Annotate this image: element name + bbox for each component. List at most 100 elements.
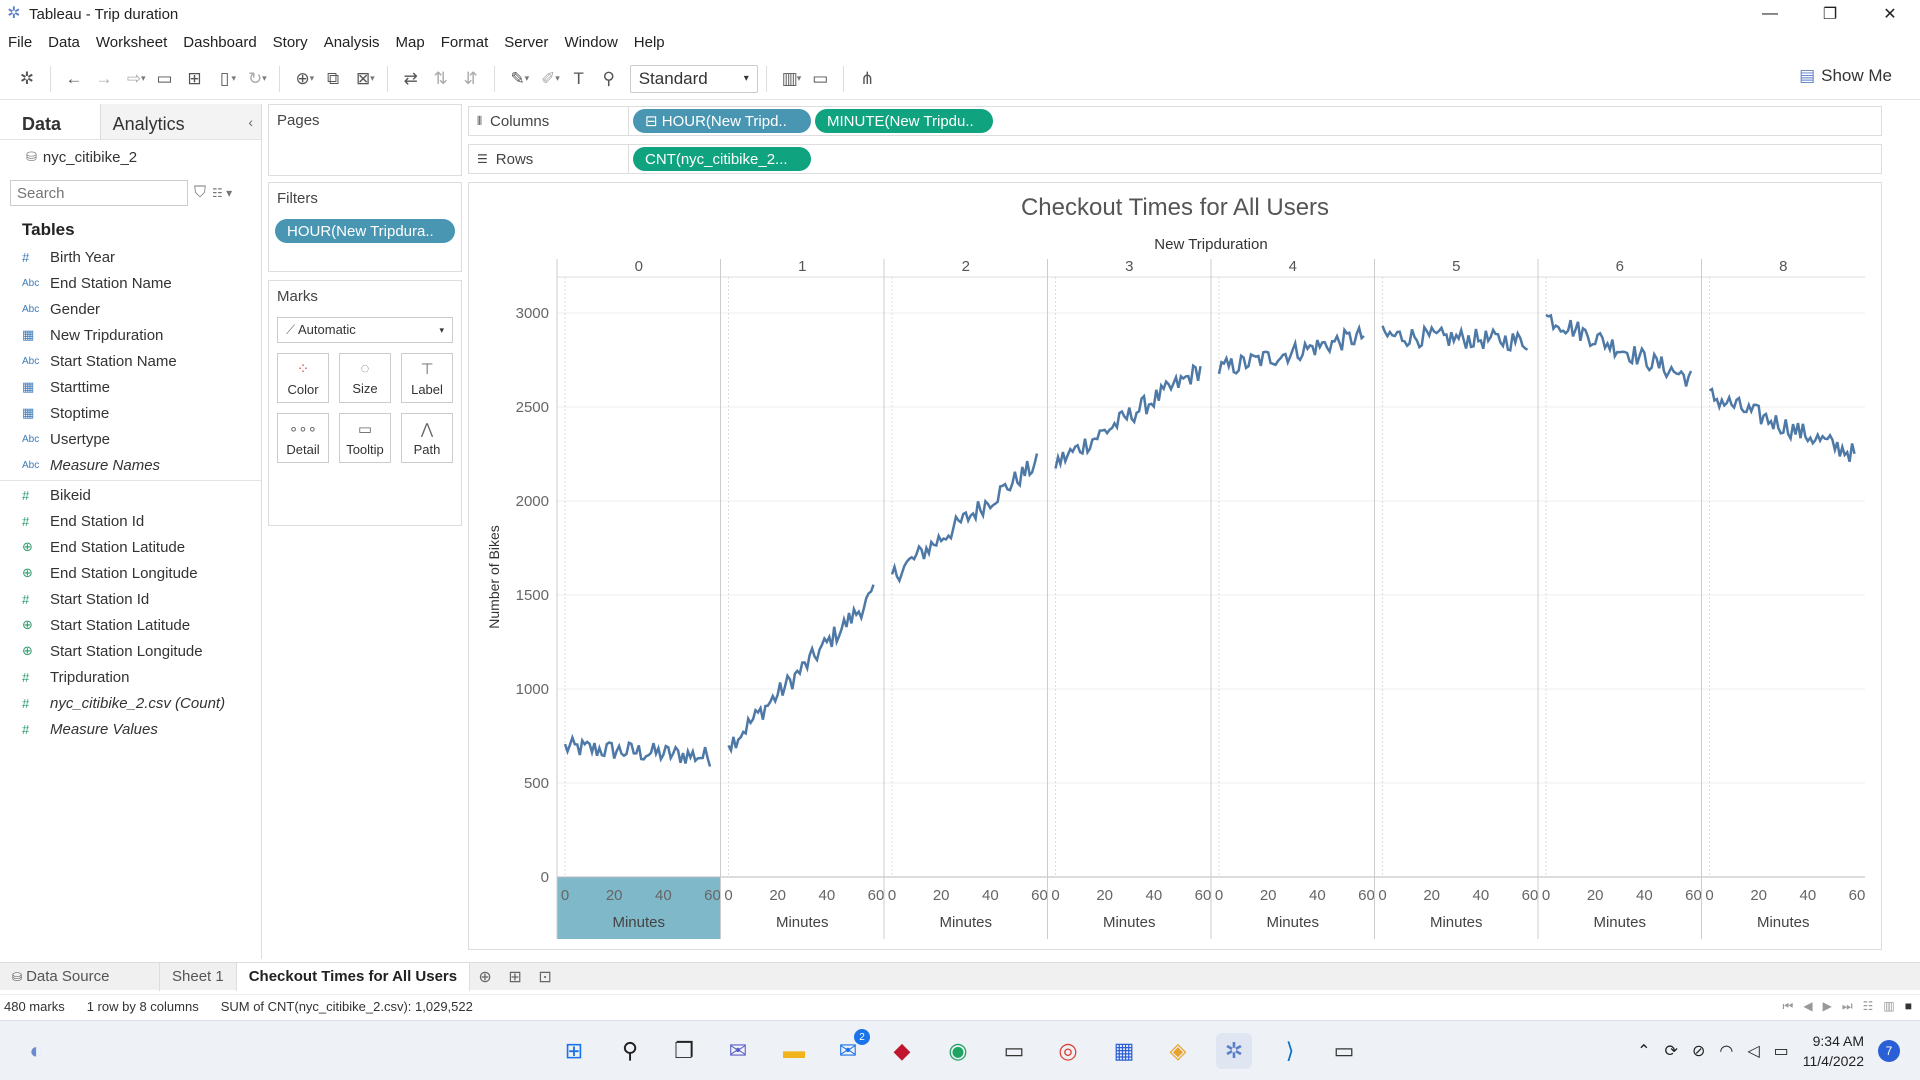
field-item[interactable]: ▦ Starttime xyxy=(0,374,261,400)
first-page-icon[interactable]: ⏮ xyxy=(1782,999,1794,1013)
notification-badge[interactable]: 7 xyxy=(1878,1040,1900,1062)
field-item[interactable]: Abc Start Station Name xyxy=(0,348,261,374)
minimize-button[interactable]: — xyxy=(1762,5,1778,22)
sort-ascending-icon[interactable]: ⇅ xyxy=(433,68,448,88)
security-icon[interactable]: ⊘ xyxy=(1691,1043,1706,1060)
tab-checkout-times[interactable]: Checkout Times for All Users xyxy=(236,962,471,991)
fit-select[interactable]: Standard ▾ xyxy=(629,64,758,93)
duplicate-icon[interactable]: ⧉ xyxy=(327,68,340,88)
vscode-icon[interactable]: ⟩ xyxy=(1285,1038,1295,1063)
new-dashboard-tab-icon[interactable]: ⊞ xyxy=(508,968,522,986)
collapse-pane-icon[interactable]: ‹ xyxy=(248,114,253,130)
menu-dashboard[interactable]: Dashboard xyxy=(183,33,257,51)
fix-axes-icon[interactable]: ⚲ xyxy=(602,68,615,88)
chat-icon[interactable]: ✉ xyxy=(728,1038,748,1063)
mail-icon[interactable]: ✉ 2 xyxy=(830,1029,870,1069)
field-item[interactable]: ⊕ Start Station Longitude xyxy=(0,638,261,664)
rows-shelf[interactable]: ☰ Rows CNT(nyc_citibike_2... xyxy=(468,144,1882,174)
menu-window[interactable]: Window xyxy=(564,33,618,51)
prev-page-icon[interactable]: ◀ xyxy=(1803,999,1813,1013)
chevron-up-icon[interactable]: ⌃ xyxy=(1637,1043,1651,1060)
refresh-icon[interactable]: ↻ xyxy=(247,68,263,88)
field-item[interactable]: Abc Gender xyxy=(0,296,261,322)
share-icon[interactable]: ⋔ xyxy=(860,68,875,88)
field-item[interactable]: ⊕ End Station Latitude xyxy=(0,534,261,560)
size-button[interactable]: ◌ Size xyxy=(339,353,391,403)
line-chart[interactable]: Checkout Times for All Users New Tripdura… xyxy=(469,183,1881,949)
columns-pill-hour[interactable]: ⊟ HOUR(New Tripd.. xyxy=(633,109,811,133)
highlight-icon[interactable]: ✎ xyxy=(510,68,525,88)
rows-pill-count[interactable]: CNT(nyc_citibike_2... xyxy=(633,147,811,171)
grid-view-icon[interactable]: ☷ xyxy=(1862,999,1874,1013)
close-button[interactable]: ✕ xyxy=(1883,6,1897,23)
field-item[interactable]: ▦ Stoptime xyxy=(0,400,261,426)
volume-icon[interactable]: ◁ xyxy=(1747,1043,1760,1060)
field-item[interactable]: # End Station Id xyxy=(0,508,261,534)
restore-button[interactable]: ❐ xyxy=(1822,6,1838,23)
tab-data[interactable]: Data xyxy=(0,104,100,139)
menu-server[interactable]: Server xyxy=(504,33,549,51)
show-cards-icon[interactable]: ▥ xyxy=(781,68,798,88)
group-icon[interactable]: ✐ xyxy=(541,68,556,88)
field-item[interactable]: # Bikeid xyxy=(0,482,261,508)
undo-icon[interactable]: ← xyxy=(65,68,83,88)
filter-pill-hour[interactable]: HOUR(New Tripdura.. xyxy=(275,219,455,243)
pages-card[interactable]: Pages xyxy=(268,104,462,176)
new-datasource-icon[interactable]: ⊞ xyxy=(187,68,202,88)
show-me-button[interactable]: ▤ Show Me xyxy=(1799,66,1892,86)
replay-icon[interactable]: ⇨ xyxy=(126,68,142,88)
field-item[interactable]: Abc End Station Name xyxy=(0,270,261,296)
weather-icon[interactable]: ◐ xyxy=(29,1038,43,1063)
new-worksheet-icon[interactable]: ⊕ xyxy=(295,68,310,88)
next-page-icon[interactable]: ▶ xyxy=(1822,999,1832,1013)
battery-icon[interactable]: ▭ xyxy=(1773,1043,1789,1060)
menu-worksheet[interactable]: Worksheet xyxy=(95,33,168,51)
media-app-icon[interactable]: ◆ xyxy=(893,1038,911,1063)
field-item[interactable]: ⊕ End Station Longitude xyxy=(0,560,261,586)
menu-format[interactable]: Format xyxy=(440,33,489,51)
calendar-icon[interactable]: ▦ xyxy=(1113,1038,1135,1063)
tab-data-source[interactable]: ⛁ Data Source xyxy=(0,962,160,991)
new-story-tab-icon[interactable]: ⊡ xyxy=(538,968,552,986)
last-page-icon[interactable]: ⏭ xyxy=(1841,999,1853,1013)
detail-button[interactable]: ∘∘∘ Detail xyxy=(277,413,329,463)
menu-map[interactable]: Map xyxy=(395,33,425,51)
columns-pill-minute[interactable]: MINUTE(New Tripdu.. xyxy=(815,109,993,133)
search-icon[interactable]: ⚲ xyxy=(621,1038,639,1063)
clear-sheet-icon[interactable]: ⊠ xyxy=(356,68,371,88)
field-item[interactable]: # Start Station Id xyxy=(0,586,261,612)
field-item[interactable]: Abc Usertype xyxy=(0,426,261,452)
field-item[interactable]: ⊕ Start Station Latitude xyxy=(0,612,261,638)
clock[interactable]: 9:34 AM 11/4/2022 xyxy=(1803,1031,1864,1071)
redo-icon[interactable]: → xyxy=(95,68,113,88)
sort-descending-icon[interactable]: ⇵ xyxy=(463,68,478,88)
chart-view[interactable]: Checkout Times for All Users New Tripdura… xyxy=(468,182,1882,950)
tab-analytics[interactable]: Analytics xyxy=(99,104,261,139)
field-item[interactable]: # Birth Year xyxy=(0,244,261,270)
tableau-taskbar-icon[interactable]: ✲ xyxy=(1216,1033,1252,1069)
task-view-icon[interactable]: ❐ xyxy=(674,1038,694,1063)
view-options-icon[interactable]: ☷ ▾ xyxy=(212,186,233,200)
path-button[interactable]: ⋀ Path xyxy=(401,413,453,463)
pause-updates-icon[interactable]: ▯ xyxy=(219,68,230,88)
filmstrip-view-icon[interactable]: ▥ xyxy=(1883,999,1895,1013)
field-item[interactable]: # Measure Values xyxy=(0,716,261,742)
wifi-icon[interactable]: ◠ xyxy=(1719,1043,1734,1060)
tab-view-icon[interactable]: ■ xyxy=(1904,999,1912,1013)
field-item[interactable]: # nyc_citibike_2.csv (Count) xyxy=(0,690,261,716)
menu-data[interactable]: Data xyxy=(48,33,80,51)
mark-type-select[interactable]: ⟋ Automatic ▾ xyxy=(277,317,453,343)
terminal-icon[interactable]: ▭ xyxy=(1003,1038,1025,1063)
tab-sheet1[interactable]: Sheet 1 xyxy=(160,962,237,991)
show-labels-icon[interactable]: T xyxy=(573,68,584,88)
git-icon[interactable]: ◈ xyxy=(1169,1038,1187,1063)
datasource-item[interactable]: ⛁ nyc_citibike_2 xyxy=(0,140,261,174)
search-input[interactable] xyxy=(10,180,188,206)
chrome-icon[interactable]: ◎ xyxy=(1058,1038,1078,1063)
console-icon[interactable]: ▭ xyxy=(1333,1038,1355,1063)
edge-icon[interactable]: ◉ xyxy=(948,1038,968,1063)
menu-story[interactable]: Story xyxy=(272,33,308,51)
menu-analysis[interactable]: Analysis xyxy=(323,33,380,51)
presentation-mode-icon[interactable]: ▭ xyxy=(812,68,829,88)
field-item[interactable]: # Tripduration xyxy=(0,664,261,690)
